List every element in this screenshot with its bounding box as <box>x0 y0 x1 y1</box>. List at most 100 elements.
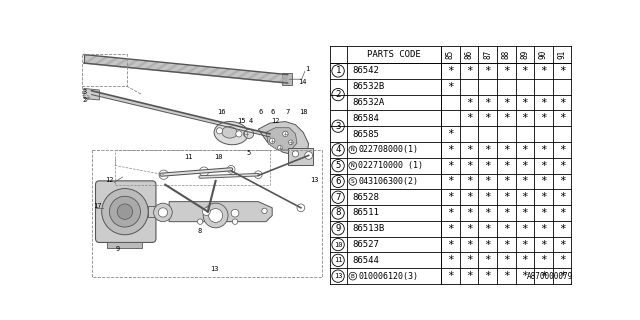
Text: *: * <box>522 98 528 108</box>
Circle shape <box>349 146 356 154</box>
Text: *: * <box>466 66 472 76</box>
Text: 2: 2 <box>83 97 86 102</box>
Text: *: * <box>484 255 491 265</box>
Text: 86585: 86585 <box>353 130 380 139</box>
Text: 022708000(1): 022708000(1) <box>358 145 418 154</box>
Text: 86532B: 86532B <box>353 82 385 91</box>
Text: 86544: 86544 <box>353 256 380 265</box>
Text: *: * <box>484 161 491 171</box>
Text: *: * <box>503 208 509 218</box>
Text: *: * <box>484 192 491 202</box>
Text: *: * <box>466 161 472 171</box>
Text: *: * <box>447 161 454 171</box>
Text: 12: 12 <box>105 177 114 183</box>
Circle shape <box>202 208 210 215</box>
Text: *: * <box>559 192 565 202</box>
Text: *: * <box>503 161 509 171</box>
Polygon shape <box>169 202 272 222</box>
Polygon shape <box>282 73 292 85</box>
Circle shape <box>269 138 275 143</box>
Ellipse shape <box>214 122 248 145</box>
Text: *: * <box>540 255 547 265</box>
Circle shape <box>254 171 262 179</box>
Text: *: * <box>466 208 472 218</box>
Text: *: * <box>503 113 509 123</box>
Text: A870000079: A870000079 <box>527 272 573 281</box>
Text: *: * <box>447 255 454 265</box>
Text: 1: 1 <box>305 66 309 72</box>
Text: N: N <box>351 147 355 152</box>
Circle shape <box>283 131 288 137</box>
Text: *: * <box>540 145 547 155</box>
Text: *: * <box>503 66 509 76</box>
Text: *: * <box>466 113 472 123</box>
Text: *: * <box>503 98 509 108</box>
Text: 13: 13 <box>334 273 342 279</box>
Text: 4: 4 <box>249 118 253 124</box>
Text: *: * <box>540 240 547 250</box>
Text: 6: 6 <box>270 109 275 115</box>
Text: *: * <box>447 66 454 76</box>
Circle shape <box>209 209 223 222</box>
Text: *: * <box>503 240 509 250</box>
Text: *: * <box>522 255 528 265</box>
Circle shape <box>244 129 253 139</box>
Text: *: * <box>447 208 454 218</box>
Text: *: * <box>466 224 472 234</box>
Text: 1: 1 <box>335 67 340 76</box>
Text: *: * <box>466 271 472 281</box>
Circle shape <box>278 145 282 150</box>
Text: *: * <box>484 208 491 218</box>
Circle shape <box>109 196 140 227</box>
Text: *: * <box>522 113 528 123</box>
Text: *: * <box>484 240 491 250</box>
Text: PARTS CODE: PARTS CODE <box>367 50 420 59</box>
Text: 13: 13 <box>210 266 218 272</box>
Text: 85: 85 <box>446 50 455 59</box>
Circle shape <box>332 120 344 132</box>
Text: B: B <box>351 274 355 279</box>
Text: *: * <box>540 224 547 234</box>
Text: 7: 7 <box>335 193 340 202</box>
Text: *: * <box>540 176 547 187</box>
Polygon shape <box>148 206 161 217</box>
Text: *: * <box>540 271 547 281</box>
Circle shape <box>158 208 168 217</box>
Text: *: * <box>484 224 491 234</box>
Circle shape <box>102 188 148 235</box>
Text: *: * <box>484 145 491 155</box>
Circle shape <box>236 131 242 137</box>
Text: *: * <box>447 176 454 187</box>
Text: *: * <box>522 66 528 76</box>
Text: *: * <box>484 176 491 187</box>
Circle shape <box>332 159 344 172</box>
Text: 5: 5 <box>247 150 251 156</box>
Text: 010006120(3): 010006120(3) <box>358 272 418 281</box>
Text: *: * <box>559 208 565 218</box>
Text: *: * <box>540 98 547 108</box>
Text: *: * <box>540 161 547 171</box>
Text: 17: 17 <box>93 203 102 209</box>
Text: 86542: 86542 <box>353 67 380 76</box>
Circle shape <box>332 191 344 204</box>
Circle shape <box>305 152 312 159</box>
Ellipse shape <box>222 126 237 138</box>
Circle shape <box>349 162 356 170</box>
Text: 86527: 86527 <box>353 240 380 249</box>
Circle shape <box>332 270 344 282</box>
Text: *: * <box>447 82 454 92</box>
Text: 5: 5 <box>335 161 340 170</box>
Text: *: * <box>559 66 565 76</box>
Text: 11: 11 <box>334 257 342 263</box>
Circle shape <box>227 165 235 173</box>
Text: *: * <box>522 224 528 234</box>
Circle shape <box>216 128 223 134</box>
Text: *: * <box>503 255 509 265</box>
Circle shape <box>244 131 250 137</box>
Text: *: * <box>522 240 528 250</box>
Text: 022710000 (1): 022710000 (1) <box>358 161 423 170</box>
Text: 14: 14 <box>298 79 307 85</box>
Text: *: * <box>503 271 509 281</box>
Text: 8: 8 <box>335 209 340 218</box>
Text: *: * <box>540 208 547 218</box>
